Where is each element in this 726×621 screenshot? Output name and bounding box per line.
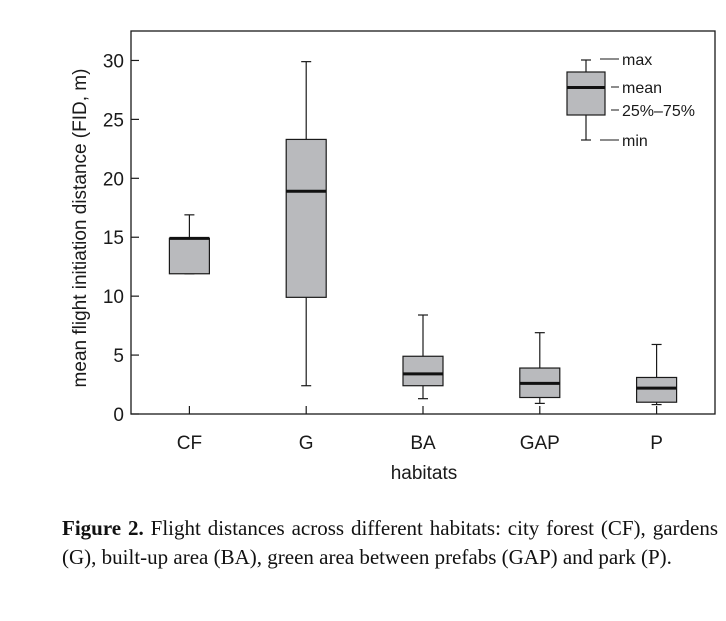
legend-box (566, 71, 606, 116)
legend-min-label: min (622, 133, 648, 150)
box-p (635, 343, 678, 406)
iqr-box (402, 355, 444, 387)
figure-caption: Figure 2. Flight distances across differ… (62, 514, 718, 572)
box-gap (519, 332, 561, 404)
legend-box-label: 25%–75% (622, 103, 695, 120)
y-tick-label: 25 (103, 110, 124, 131)
y-tick-label: 20 (103, 169, 124, 190)
iqr-box (285, 138, 327, 298)
legend-mean-label: mean (622, 80, 662, 97)
x-axis: CF G BA GAP P (177, 406, 663, 454)
legend: max mean 25%–75% min (566, 52, 695, 150)
box-ba (402, 314, 444, 400)
legend-max-label: max (622, 52, 652, 69)
box-series (168, 61, 678, 406)
y-tick-label: 30 (103, 51, 124, 72)
boxplot-chart: 0 5 10 15 20 25 30 CF G BA GAP P habitats mean fli… (70, 30, 716, 484)
y-axis-label: mean flight initiation distance (FID, m) (70, 69, 91, 388)
iqr-box (168, 237, 210, 275)
y-tick-label: 10 (103, 287, 124, 308)
x-axis-label: habitats (391, 463, 458, 484)
caption-label: Figure 2. (62, 516, 144, 540)
box-cf (168, 214, 210, 275)
x-tick-label: G (299, 433, 314, 454)
y-tick-label: 15 (103, 228, 124, 249)
x-tick-label: P (650, 433, 663, 454)
x-tick-label: CF (177, 433, 202, 454)
caption-text: Flight distances across different habita… (62, 516, 718, 569)
box-g (285, 61, 327, 387)
y-axis: 0 5 10 15 20 25 30 (103, 51, 139, 426)
x-tick-label: BA (410, 433, 436, 454)
y-tick-label: 5 (113, 346, 124, 367)
y-tick-label: 0 (113, 405, 124, 426)
x-tick-label: GAP (520, 433, 560, 454)
iqr-box (635, 376, 678, 403)
